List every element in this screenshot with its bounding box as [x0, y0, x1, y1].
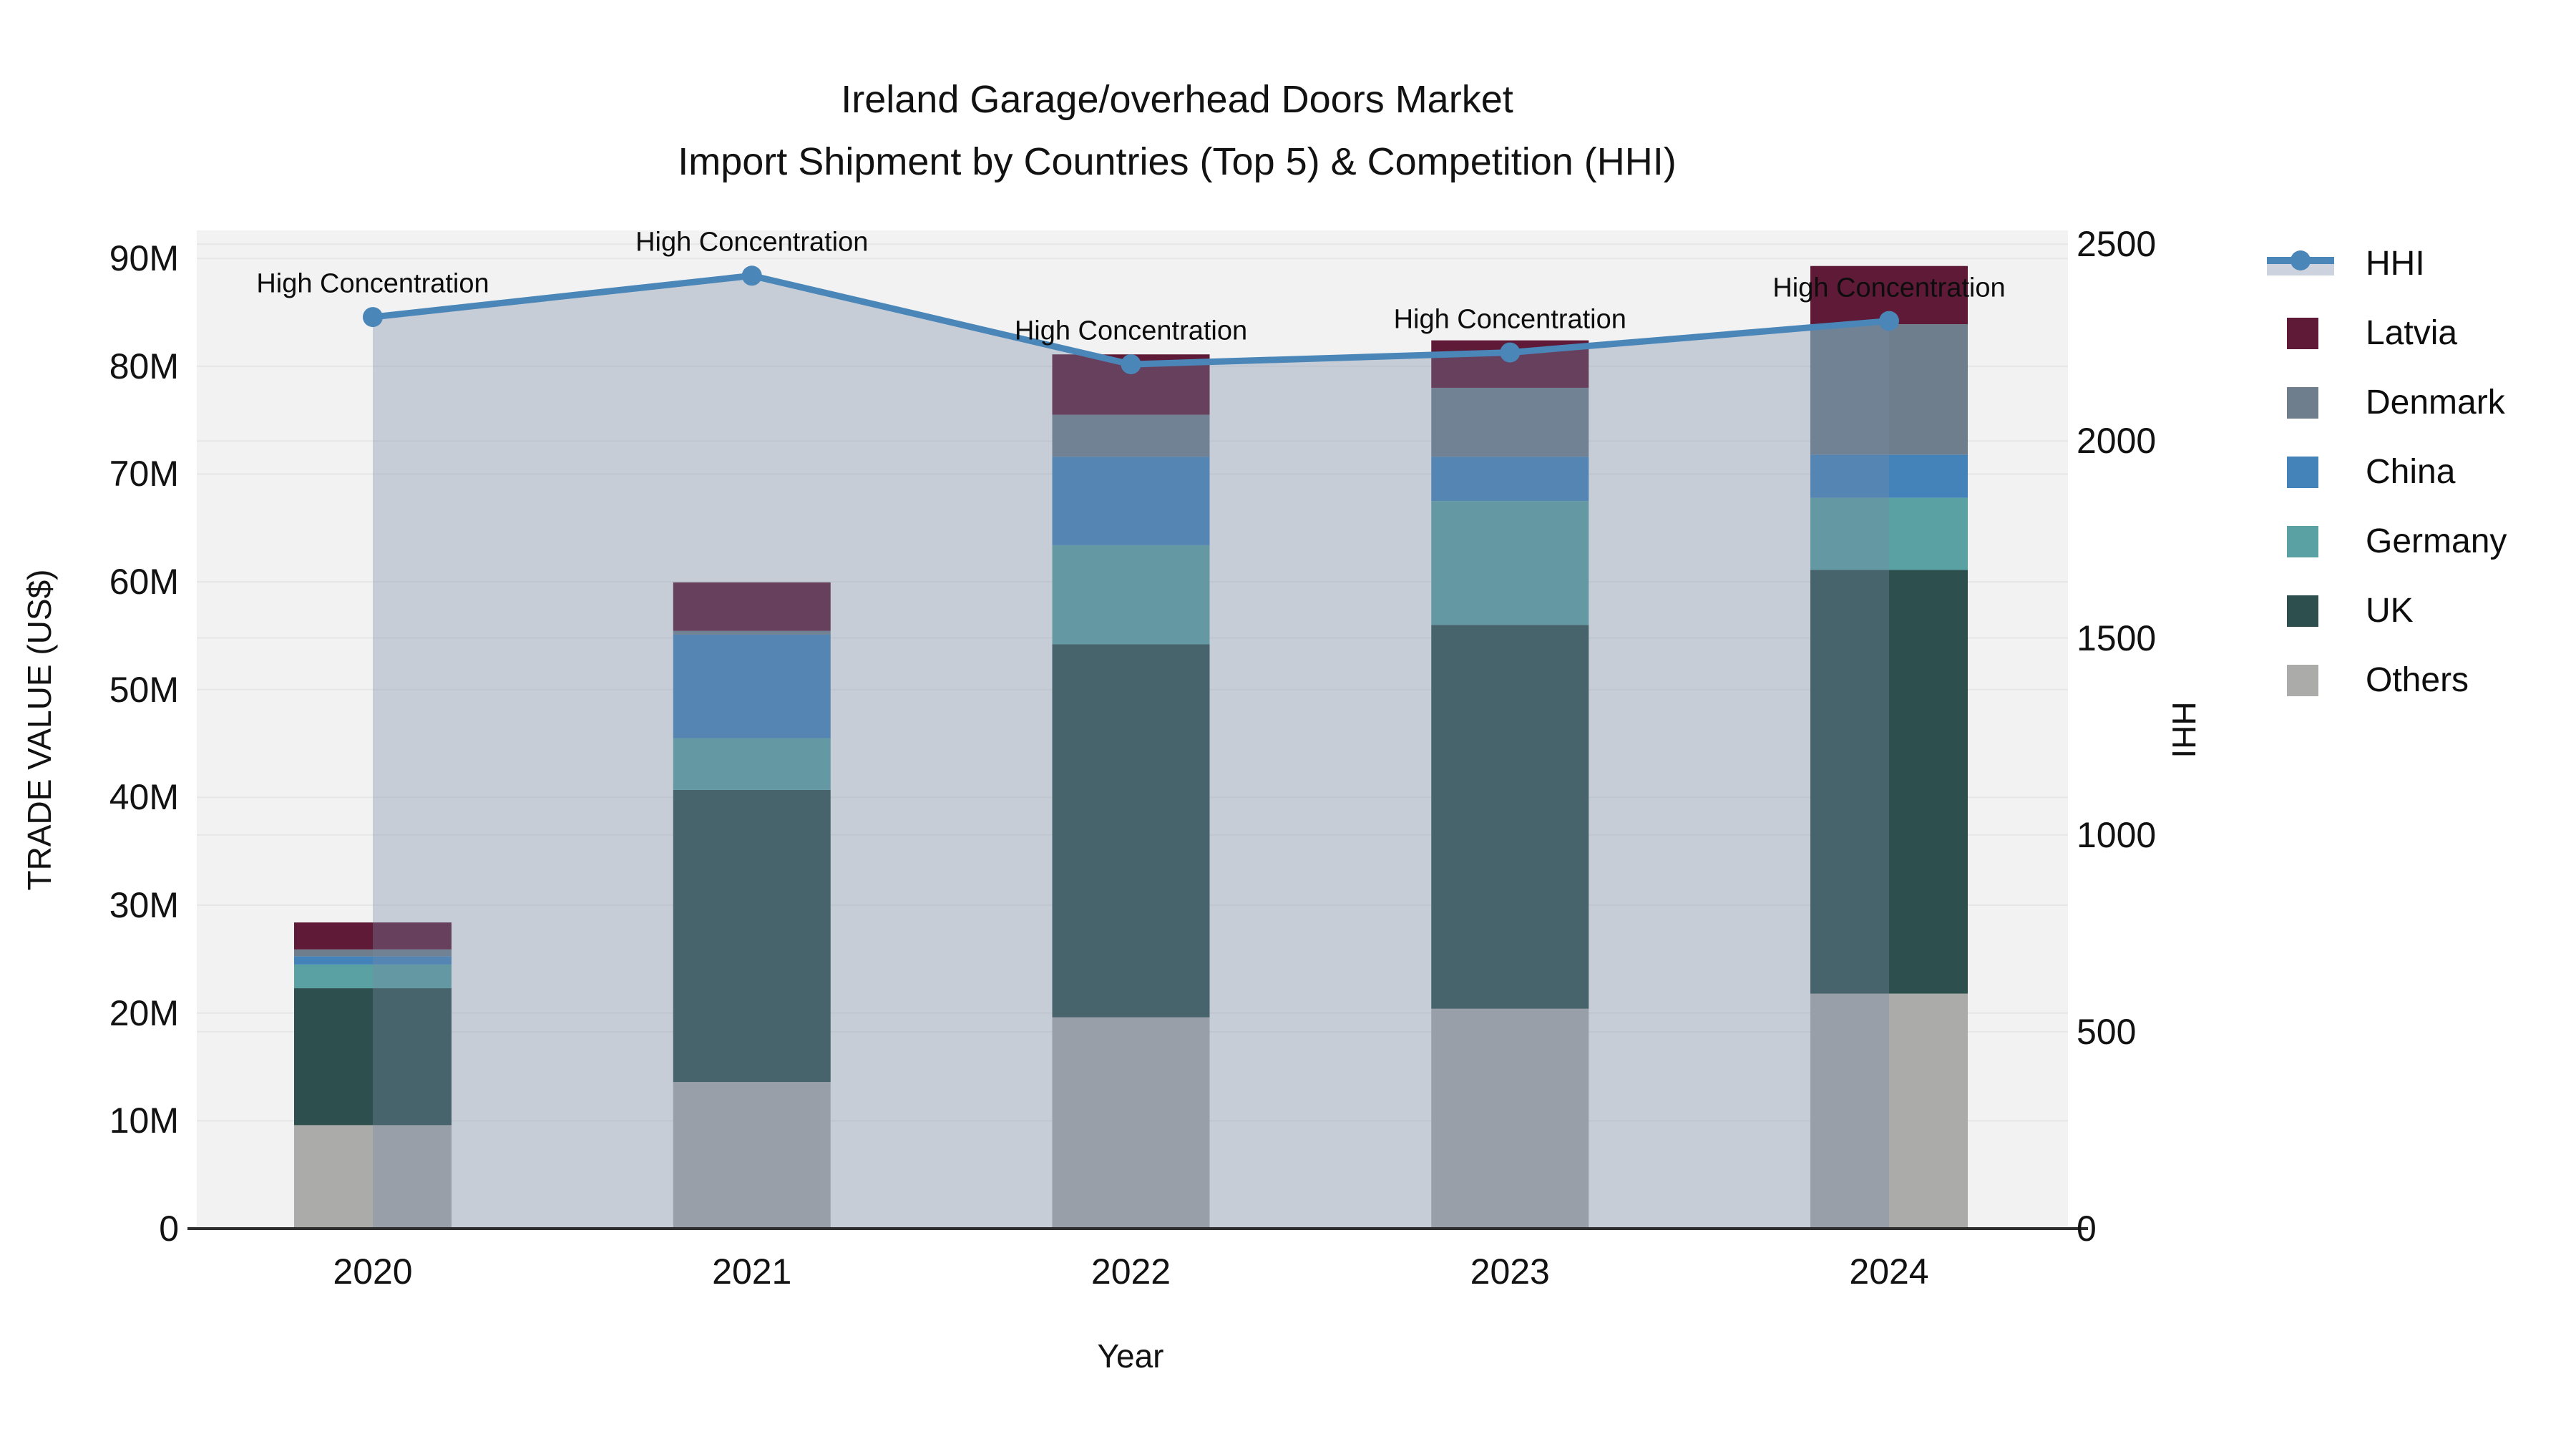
legend-swatch-uk: [2261, 595, 2354, 627]
bar-segment-china-2021: [673, 634, 831, 738]
legend-label-uk: UK: [2366, 592, 2414, 630]
y-left-tick-0: 0: [159, 1209, 179, 1249]
bar-segment-denmark-2023: [1431, 387, 1589, 457]
y-left-tick-20M: 20M: [109, 992, 179, 1033]
y-right-tick-0: 0: [2077, 1209, 2097, 1249]
y-right-tick-2500: 2500: [2077, 224, 2157, 265]
y-right-tick-1000: 1000: [2077, 814, 2157, 855]
chart-title-line1: Ireland Garage/overhead Doors Market: [841, 78, 1513, 121]
x-axis-line: [187, 1227, 2088, 1230]
bar-segment-china-2022: [1052, 457, 1210, 545]
legend-swatch-china: [2261, 456, 2354, 488]
bar-segment-denmark-2020: [294, 949, 452, 957]
plot-area: [197, 230, 2068, 1229]
legend-label-latvia: Latvia: [2366, 314, 2458, 352]
hhi-line-swatch-icon: [2267, 248, 2334, 280]
y-right-axis-title: HHI: [2165, 701, 2202, 758]
chart-title: Ireland Garage/overhead Doors Market Imp…: [678, 69, 1677, 194]
y-right-tick-1500: 1500: [2077, 618, 2157, 658]
bar-segment-denmark-2024: [1810, 324, 1968, 455]
bar-segment-latvia-2020: [294, 922, 452, 950]
bar-segment-uk-2020: [294, 988, 452, 1126]
bar-segment-uk-2023: [1431, 625, 1589, 1009]
bar-segment-china-2023: [1431, 457, 1589, 502]
legend-color-square-others: [2287, 664, 2318, 696]
hhi-marker-2024: [1879, 311, 1899, 331]
bar-segment-germany-2020: [294, 964, 452, 989]
y-left-tick-50M: 50M: [109, 669, 179, 710]
annotation-high-concentration-2024: High Concentration: [1772, 273, 2006, 303]
legend-label-denmark: Denmark: [2366, 384, 2505, 421]
bar-segment-latvia-2021: [673, 582, 831, 631]
bar-segment-germany-2023: [1431, 501, 1589, 625]
y-left-tick-70M: 70M: [109, 454, 179, 494]
y-right-tick-500: 500: [2077, 1011, 2137, 1052]
x-axis-title: Year: [1097, 1337, 1164, 1375]
hhi-marker-2021: [741, 265, 762, 286]
y-left-tick-30M: 30M: [109, 885, 179, 926]
legend-item-hhi: HHI: [2261, 229, 2507, 298]
y-left-tick-60M: 60M: [109, 562, 179, 602]
bar-segment-china-2020: [294, 956, 452, 965]
bar-segment-others-2022: [1052, 1017, 1210, 1229]
legend-item-china: China: [2261, 437, 2507, 507]
annotation-high-concentration-2023: High Concentration: [1393, 304, 1626, 335]
legend-item-uk: UK: [2261, 576, 2507, 645]
bar-segment-others-2020: [294, 1125, 452, 1229]
legend-color-square-germany: [2287, 525, 2318, 557]
bar-segment-others-2021: [673, 1082, 831, 1229]
x-tick-2023: 2023: [1470, 1252, 1550, 1292]
legend-item-others: Others: [2261, 645, 2507, 715]
y-left-tick-80M: 80M: [109, 346, 179, 386]
legend-label-hhi: HHI: [2366, 245, 2425, 283]
x-tick-2022: 2022: [1091, 1252, 1171, 1292]
legend-swatch-latvia: [2261, 317, 2354, 349]
legend-swatch-germany: [2261, 525, 2354, 557]
legend-color-square-denmark: [2287, 386, 2318, 419]
bar-segment-germany-2021: [673, 738, 831, 790]
bar-segment-uk-2021: [673, 789, 831, 1083]
y-left-axis-title: TRADE VALUE (US$): [21, 569, 58, 891]
hhi-marker-2020: [363, 307, 383, 328]
hhi-marker-2022: [1121, 354, 1141, 375]
bar-segment-uk-2022: [1052, 644, 1210, 1018]
legend-color-square-latvia: [2287, 317, 2318, 349]
annotation-high-concentration-2022: High Concentration: [1014, 316, 1248, 346]
chart-title-line2: Import Shipment by Countries (Top 5) & C…: [678, 140, 1677, 184]
hhi-area-fill: [373, 275, 1889, 1229]
y-left-tick-90M: 90M: [109, 238, 179, 279]
legend-swatch-others: [2261, 664, 2354, 696]
hhi-swatch-dot: [2290, 250, 2311, 270]
bar-segment-uk-2024: [1810, 570, 1968, 994]
x-tick-2021: 2021: [712, 1252, 792, 1292]
legend-color-square-uk: [2287, 595, 2318, 627]
plot-canvas: [197, 243, 2068, 1229]
legend-swatch-denmark: [2261, 386, 2354, 419]
legend-label-others: Others: [2366, 661, 2469, 699]
legend-item-latvia: Latvia: [2261, 298, 2507, 368]
bar-segment-denmark-2022: [1052, 414, 1210, 457]
annotation-high-concentration-2021: High Concentration: [635, 227, 869, 258]
y-left-tick-40M: 40M: [109, 777, 179, 818]
legend-swatch-hhi: [2261, 248, 2354, 280]
legend: HHI Latvia Denmark China Germany UK Others: [2261, 229, 2507, 715]
bar-segment-others-2023: [1431, 1008, 1589, 1229]
y-left-tick-10M: 10M: [109, 1101, 179, 1141]
y-right-tick-2000: 2000: [2077, 421, 2157, 462]
bar-segment-denmark-2021: [673, 630, 831, 635]
legend-item-germany: Germany: [2261, 507, 2507, 576]
bar-segment-others-2024: [1810, 993, 1968, 1229]
annotation-high-concentration-2020: High Concentration: [256, 268, 489, 299]
legend-color-square-china: [2287, 456, 2318, 488]
x-tick-2020: 2020: [333, 1252, 413, 1292]
x-tick-2024: 2024: [1849, 1252, 1929, 1292]
bar-segment-china-2024: [1810, 454, 1968, 498]
hhi-marker-2023: [1500, 342, 1521, 363]
legend-label-china: China: [2366, 453, 2456, 491]
bar-segment-germany-2024: [1810, 497, 1968, 570]
legend-label-germany: Germany: [2366, 522, 2507, 560]
legend-item-denmark: Denmark: [2261, 368, 2507, 437]
bar-segment-germany-2022: [1052, 545, 1210, 645]
